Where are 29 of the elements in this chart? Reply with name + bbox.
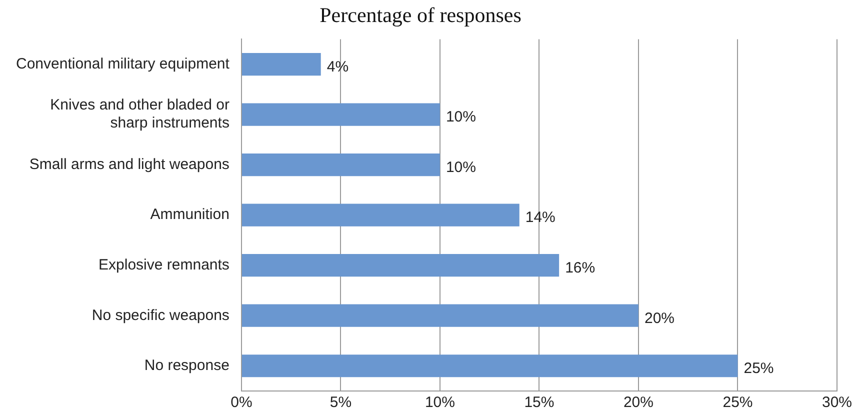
y-tick-label: Small arms and light weapons — [29, 156, 230, 173]
chart-title: Percentage of responses — [320, 3, 522, 28]
y-tick-label: No response — [144, 357, 230, 374]
bar — [242, 304, 638, 327]
x-tick-label: 15% — [524, 394, 554, 412]
data-label: 14% — [525, 209, 556, 226]
x-tick-label: 5% — [330, 394, 352, 412]
x-tick-label: 0% — [230, 394, 252, 412]
y-tick-label: No specific weapons — [92, 306, 230, 324]
data-label: 10% — [446, 158, 476, 176]
data-label: 4% — [326, 58, 349, 76]
y-tick-label: Ammunition — [150, 206, 230, 224]
data-label: 10% — [446, 108, 476, 126]
bar — [242, 154, 440, 176]
data-label: 16% — [565, 260, 596, 276]
data-label: 20% — [644, 310, 675, 327]
y-tick-label: Knives and other bladed or sharp instruments — [50, 96, 230, 132]
y-tick-label: Explosive remnants — [98, 256, 230, 274]
x-tick-label: 30% — [822, 394, 852, 412]
bar — [242, 204, 520, 226]
x-tick-label: 10% — [424, 394, 455, 412]
bar — [242, 103, 440, 126]
x-tick-label: 20% — [623, 394, 654, 412]
bar — [242, 354, 738, 378]
x-tick-label: 25% — [722, 394, 753, 412]
bar — [242, 254, 560, 277]
data-label: 25% — [744, 360, 774, 378]
y-tick-label: Conventional military equipment — [16, 55, 230, 72]
bar — [242, 53, 321, 76]
